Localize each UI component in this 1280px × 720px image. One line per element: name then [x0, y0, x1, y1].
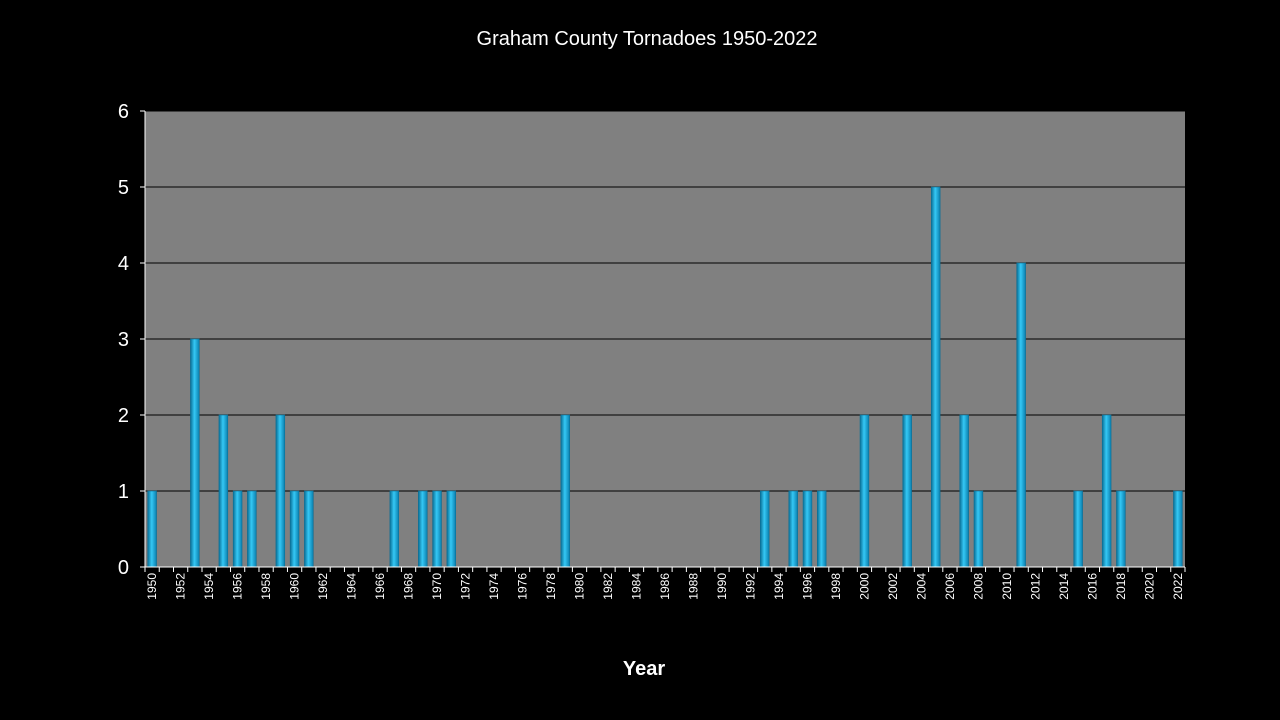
- x-tick-label: 1970: [430, 573, 444, 600]
- x-tick-label: 1984: [630, 573, 644, 600]
- x-tick-label: 1992: [743, 573, 757, 600]
- bar-2003: [902, 414, 912, 568]
- x-tick-label: 1960: [288, 573, 302, 600]
- x-tick-label: 1974: [487, 573, 501, 600]
- x-tick-label: 1956: [231, 573, 245, 600]
- bar-1956: [232, 490, 243, 568]
- x-tick-label: 1952: [174, 573, 188, 600]
- x-tick-label: 1966: [373, 573, 387, 600]
- bar-2005: [930, 186, 941, 568]
- bar-1996: [802, 490, 813, 568]
- x-tick-label: 2014: [1057, 573, 1071, 600]
- bar-2022: [1173, 490, 1183, 568]
- bar-2018: [1116, 490, 1126, 568]
- bar-1997: [816, 490, 827, 568]
- gridlines: [145, 110, 1185, 492]
- x-tick-label: 2012: [1028, 573, 1042, 600]
- bar-1979: [560, 414, 570, 568]
- x-tick-label: 1982: [601, 573, 615, 600]
- x-tick-label: 1996: [800, 573, 814, 600]
- x-tick-label: 2022: [1171, 573, 1185, 600]
- x-tick-label: 1990: [715, 573, 729, 600]
- x-axis-label: Year: [623, 658, 665, 680]
- x-axis-ticks: 1950 1952 1954 1956 1958 1960 1962 1964 1966 1968…: [144, 567, 1186, 600]
- bar-1970: [432, 490, 442, 568]
- y-tick-label: 1: [118, 481, 129, 503]
- bar-2015: [1073, 490, 1083, 568]
- x-tick-label: 1998: [829, 573, 843, 600]
- bar-1995: [788, 490, 798, 568]
- x-tick-label: 1978: [544, 573, 558, 600]
- x-tick-label: 2008: [971, 573, 985, 600]
- x-tick-label: 1972: [459, 573, 473, 600]
- bar-1993: [760, 490, 770, 568]
- x-tick-label: 1980: [573, 573, 587, 600]
- x-tick-label: 2006: [943, 573, 957, 600]
- x-tick-label: 1954: [202, 573, 216, 600]
- bar-1957: [247, 490, 257, 568]
- x-tick-label: 2004: [914, 573, 928, 600]
- bar-1967: [389, 490, 400, 568]
- y-tick-label: 4: [118, 253, 129, 275]
- bar-2011: [1016, 262, 1026, 568]
- bar-1959: [275, 414, 286, 568]
- y-axis-ticks: 0 1 2 3 4 5 6: [118, 101, 145, 579]
- y-tick-label: 0: [118, 557, 129, 579]
- x-tick-label: 1962: [316, 573, 330, 600]
- y-tick-label: 5: [118, 177, 129, 199]
- bar-1950: [147, 490, 157, 568]
- y-tick-label: 6: [118, 101, 129, 123]
- bar-2007: [959, 414, 969, 568]
- bar-1960: [289, 490, 300, 568]
- x-tick-label: 2000: [857, 573, 871, 600]
- bar-1955: [218, 414, 229, 568]
- x-tick-label: 1986: [658, 573, 672, 600]
- x-tick-label: 1976: [516, 573, 530, 600]
- x-tick-label: 1988: [686, 573, 700, 600]
- x-tick-label: 2002: [886, 573, 900, 600]
- x-tick-label: 2018: [1114, 573, 1128, 600]
- bar-2008: [973, 490, 984, 568]
- x-tick-label: 1994: [772, 573, 786, 600]
- x-tick-label: 1958: [259, 573, 273, 600]
- bar-1953: [190, 338, 200, 568]
- y-tick-label: 2: [118, 405, 129, 427]
- bar-1961: [304, 490, 314, 568]
- bar-2000: [859, 414, 870, 568]
- y-tick-label: 3: [118, 329, 129, 351]
- x-tick-label: 2010: [1000, 573, 1014, 600]
- x-tick-label: 2020: [1142, 573, 1156, 600]
- x-tick-label: 1968: [402, 573, 416, 600]
- x-tick-label: 2016: [1085, 573, 1099, 600]
- bar-1971: [446, 490, 457, 568]
- bar-2017: [1101, 414, 1112, 568]
- chart-title: Graham County Tornadoes 1950-2022: [477, 28, 818, 50]
- x-tick-label: 1964: [345, 573, 359, 600]
- bar-1969: [418, 490, 428, 568]
- bars: [147, 186, 1183, 568]
- x-tick-label: 1950: [145, 573, 159, 600]
